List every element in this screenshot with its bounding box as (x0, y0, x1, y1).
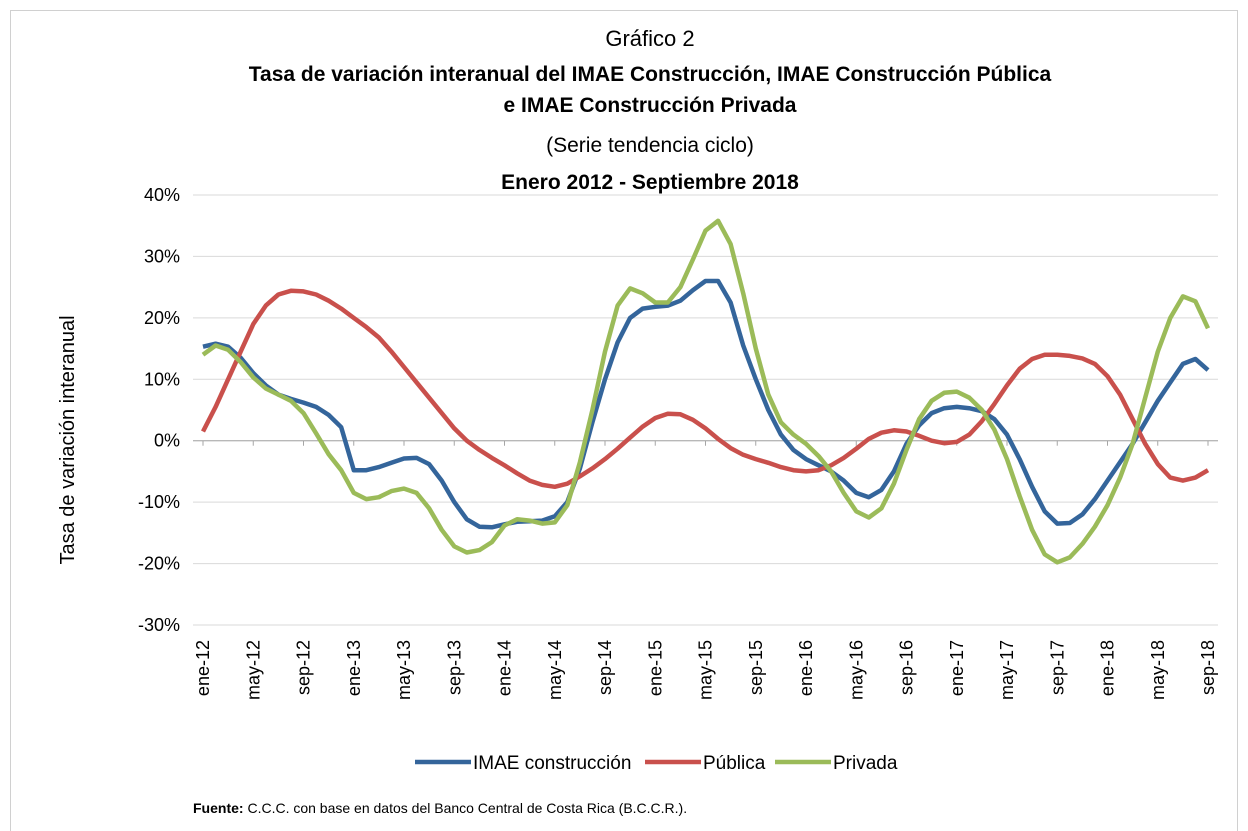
x-tick-label: sep-13 (444, 640, 464, 695)
x-tick-label: ene-14 (495, 640, 515, 696)
x-tick-label: ene-15 (645, 640, 665, 696)
x-tick-label: ene-18 (1098, 640, 1118, 696)
y-tick-label: 0% (154, 431, 180, 451)
y-tick-label: 30% (144, 246, 180, 266)
x-tick-label: sep-18 (1198, 640, 1218, 695)
x-tick-label: sep-16 (897, 640, 917, 695)
x-tick-label: may-18 (1148, 640, 1168, 700)
chart-subtitle: Enero 2012 - Septiembre 2018 (501, 171, 799, 194)
y-tick-label: 10% (144, 369, 180, 389)
x-tick-label: may-17 (997, 640, 1017, 700)
chart-title: Gráfico 2 (605, 26, 694, 51)
y-tick-label: -30% (138, 615, 180, 635)
x-tick-label: may-12 (243, 640, 263, 700)
x-tick-label: may-14 (545, 640, 565, 700)
y-tick-label: 20% (144, 308, 180, 328)
series-line (201, 218, 1211, 565)
source: Fuente: C.C.C. con base en datos del Ban… (193, 800, 687, 816)
chart-subtitle: (Serie tendencia ciclo) (546, 134, 754, 157)
y-tick-label: 40% (144, 185, 180, 205)
x-tick-label: ene-12 (193, 640, 213, 696)
x-tick-label: ene-17 (947, 640, 967, 696)
chart-subtitle: e IMAE Construcción Privada (504, 94, 797, 117)
x-tick-label: sep-17 (1047, 640, 1067, 695)
x-tick-label: may-13 (394, 640, 414, 700)
x-tick-label: sep-15 (746, 640, 766, 695)
chart-border (10, 10, 1238, 831)
series-line (200, 288, 1210, 490)
x-tick-label: sep-14 (595, 640, 615, 695)
x-tick-label: sep-12 (294, 640, 314, 695)
x-tick-label: may-15 (696, 640, 716, 700)
series-line (202, 278, 1210, 530)
x-tick-label: ene-13 (344, 640, 364, 696)
source-label: Fuente: (193, 800, 244, 816)
y-tick-label: -10% (138, 492, 180, 512)
legend-label: IMAE construcción (473, 753, 631, 774)
y-axis-label: Tasa de variación interanual (57, 315, 79, 564)
legend-label: Privada (833, 753, 898, 774)
source-text: C.C.C. con base en datos del Banco Centr… (247, 800, 687, 816)
y-tick-label: -20% (138, 554, 180, 574)
chart-subtitle: Tasa de variación interanual del IMAE Co… (249, 63, 1052, 86)
x-tick-label: may-16 (846, 640, 866, 700)
x-tick-label: ene-16 (796, 640, 816, 696)
legend-label: Pública (703, 753, 766, 774)
